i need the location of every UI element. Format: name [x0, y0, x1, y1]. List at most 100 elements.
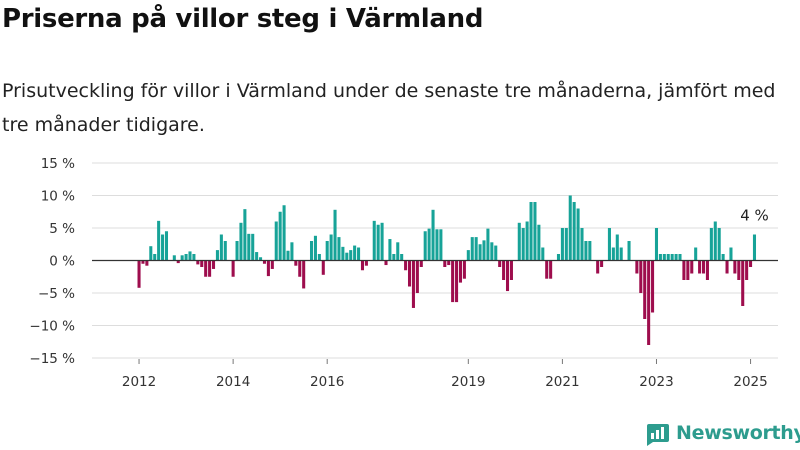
bar	[455, 260, 459, 303]
bar	[690, 260, 694, 274]
bar	[568, 195, 572, 261]
bar	[141, 260, 145, 264]
bar	[541, 247, 545, 261]
x-tick-label: 2021	[545, 374, 579, 390]
bar	[321, 260, 325, 275]
bar	[274, 221, 278, 261]
bar	[600, 260, 604, 267]
bar	[231, 260, 235, 277]
bar	[576, 208, 580, 261]
bar	[243, 209, 247, 261]
bar	[149, 246, 153, 261]
bar	[737, 260, 741, 280]
bar	[357, 247, 361, 261]
bar	[266, 260, 270, 277]
bar	[674, 254, 678, 261]
bar	[521, 228, 525, 261]
bar	[678, 254, 682, 261]
bar	[525, 221, 529, 261]
bar	[219, 234, 223, 261]
bar	[651, 260, 655, 313]
bar	[392, 254, 396, 261]
bar	[317, 254, 321, 261]
x-tick-label: 2023	[639, 374, 673, 390]
bar	[745, 260, 749, 280]
bar	[537, 224, 541, 261]
bar	[502, 260, 506, 280]
bar	[309, 241, 314, 261]
bar	[705, 260, 709, 280]
bar	[741, 260, 745, 306]
bar	[431, 209, 435, 261]
y-tick-label: −15 %	[29, 351, 75, 367]
bar	[560, 228, 564, 261]
bar	[423, 231, 427, 261]
x-tick-label: 2014	[216, 374, 250, 390]
bar	[474, 237, 478, 261]
bar	[262, 260, 267, 264]
bar	[643, 260, 647, 319]
bar	[407, 260, 412, 287]
bar	[329, 234, 333, 261]
y-tick-label: −5 %	[38, 286, 75, 302]
bar	[188, 251, 192, 261]
bar	[647, 260, 651, 345]
bar	[494, 245, 498, 261]
bar	[517, 222, 521, 261]
bar	[580, 228, 584, 261]
bar	[137, 260, 141, 288]
bar	[411, 260, 415, 308]
bar	[282, 205, 286, 261]
bar	[176, 260, 180, 264]
bar	[349, 250, 353, 261]
bar	[161, 234, 165, 261]
bar	[439, 229, 443, 261]
chart-title: Priserna på villor steg i Värmland	[2, 4, 484, 34]
bar	[635, 260, 639, 274]
x-tick-label: 2012	[122, 374, 156, 390]
newsworthy-icon	[647, 424, 669, 446]
bar	[384, 260, 388, 266]
y-tick-label: 15 %	[41, 156, 75, 172]
bar	[509, 260, 513, 280]
bar	[749, 260, 753, 267]
bar	[164, 231, 169, 261]
bar	[302, 260, 306, 289]
bar	[239, 222, 243, 261]
bar	[419, 260, 423, 267]
bar	[478, 244, 482, 261]
bar	[752, 234, 757, 261]
bar	[701, 260, 706, 274]
bar	[333, 209, 337, 261]
bars	[137, 195, 757, 345]
bar	[549, 260, 553, 279]
bar	[686, 260, 690, 280]
bar	[372, 220, 376, 261]
bar	[529, 202, 533, 261]
bar	[458, 260, 463, 283]
bar	[619, 247, 623, 261]
bar	[415, 260, 419, 293]
bar	[204, 260, 208, 277]
bar	[627, 241, 631, 261]
bar	[435, 229, 439, 261]
bar	[353, 245, 357, 261]
bar	[596, 260, 600, 274]
bar	[545, 260, 549, 279]
bar	[466, 250, 470, 261]
bar	[184, 254, 188, 261]
bar	[572, 202, 576, 261]
chart-subtitle: Prisutveckling för villor i Värmland und…	[2, 80, 776, 136]
bar	[721, 254, 725, 261]
bar	[498, 260, 502, 267]
bar	[286, 250, 290, 261]
bar	[325, 241, 329, 261]
bar	[698, 260, 702, 274]
bar	[658, 254, 662, 261]
x-tick-label: 2025	[733, 374, 767, 390]
bar	[298, 260, 302, 277]
bar	[427, 228, 431, 261]
bar	[215, 250, 219, 261]
bar	[486, 228, 490, 261]
y-tick-label: 0 %	[49, 254, 75, 270]
